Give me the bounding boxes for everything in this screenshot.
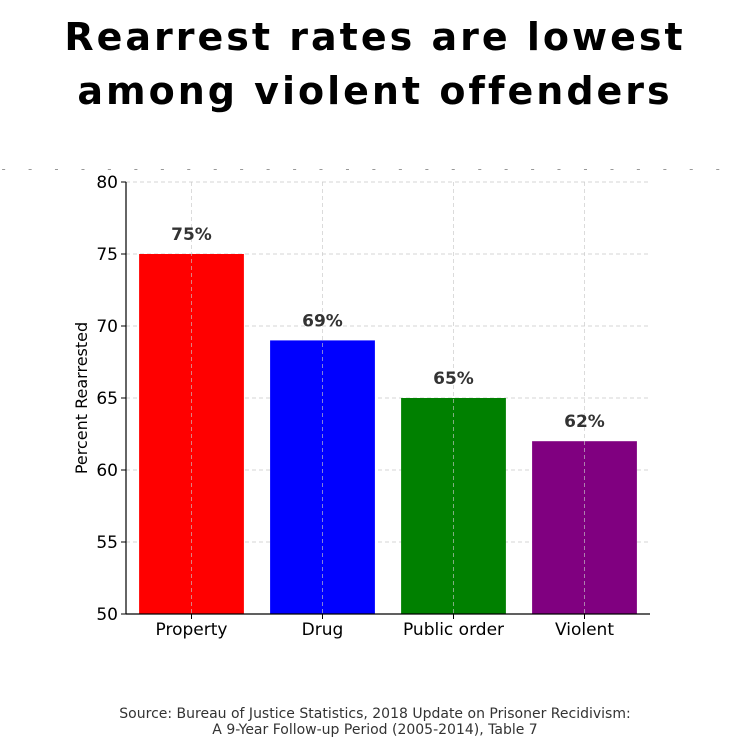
y-axis-label: Percent Rearrested — [72, 322, 91, 474]
x-tick-label: Public order — [403, 620, 504, 640]
source-line-2: A 9-Year Follow-up Period (2005-2014), T… — [212, 722, 538, 738]
source-line-1: Source: Bureau of Justice Statistics, 20… — [119, 706, 631, 722]
x-tick-label: Property — [156, 620, 228, 640]
y-tick-label: 50 — [96, 605, 118, 625]
y-tick-label: 55 — [96, 533, 118, 553]
labels: 50 55 60 65 70 75 80 Property 75% Drug 69% Public o… — [96, 173, 614, 640]
y-tick-label: 65 — [96, 389, 118, 409]
y-tick-label: 80 — [96, 173, 118, 193]
axes — [121, 181, 650, 619]
x-tick-label: Violent — [555, 620, 614, 640]
decorative-dashed-divider: - - - - - - - - - - - - - - - - - - - - … — [0, 164, 728, 174]
vertical-grid-lines — [191, 182, 585, 614]
bar-value-label: 62% — [564, 412, 605, 432]
x-tick-label: Drug — [302, 620, 344, 640]
chart-title: Rearrest rates are lowest among violent … — [0, 10, 750, 118]
source-note: Source: Bureau of Justice Statistics, 20… — [0, 706, 750, 738]
y-tick-label: 75 — [96, 245, 118, 265]
bar-value-label: 65% — [433, 369, 474, 389]
bar-value-label: 69% — [302, 311, 343, 331]
y-tick-label: 70 — [96, 317, 118, 337]
y-tick-label: 60 — [96, 461, 118, 481]
chart-title-line-2: among violent offenders — [77, 69, 673, 113]
chart-title-line-1: Rearrest rates are lowest — [64, 15, 686, 59]
bars — [139, 254, 637, 614]
bar-value-label: 75% — [171, 225, 212, 245]
